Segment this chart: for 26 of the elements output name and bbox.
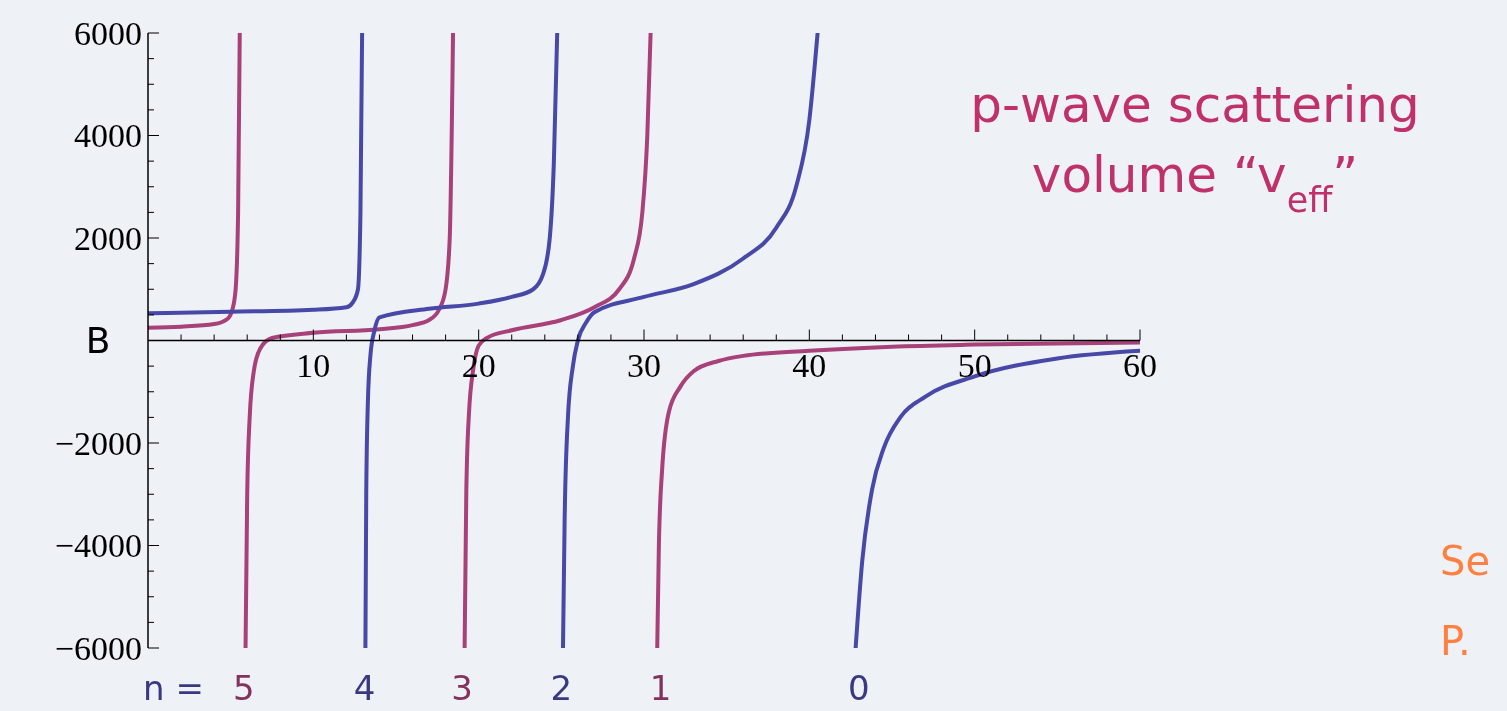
y-tick-label: −2000	[54, 424, 142, 462]
x-tick-label: 30	[627, 346, 661, 384]
text: p-wave scattering volume “v$_{eff}$”	[970, 76, 1420, 220]
x-tick-label: 40	[792, 346, 827, 384]
text: Se	[1440, 538, 1490, 584]
annotation: 2	[550, 668, 573, 708]
text: P.	[1440, 618, 1471, 664]
annotation: 1	[649, 668, 672, 708]
line-series	[363, 33, 560, 648]
y-axis-title: B	[85, 320, 111, 362]
annotation: 0	[848, 668, 870, 708]
y-tick-label: 4000	[74, 117, 142, 155]
line-series	[148, 33, 242, 330]
y-tick-label: −6000	[54, 629, 142, 667]
annotation: 4	[353, 668, 376, 708]
y-tick-label: 2000	[74, 219, 142, 257]
annotation: 3	[451, 668, 473, 708]
line-series	[148, 33, 365, 316]
x-tick-label: 60	[1123, 346, 1157, 384]
line-series	[243, 33, 456, 648]
x-tick-label: 10	[296, 346, 331, 384]
text: n =	[143, 668, 204, 708]
x-tick-label: 50	[957, 346, 992, 384]
y-tick-label: 6000	[74, 14, 142, 52]
annotation: 5	[233, 668, 255, 708]
y-tick-label: −4000	[54, 527, 142, 565]
